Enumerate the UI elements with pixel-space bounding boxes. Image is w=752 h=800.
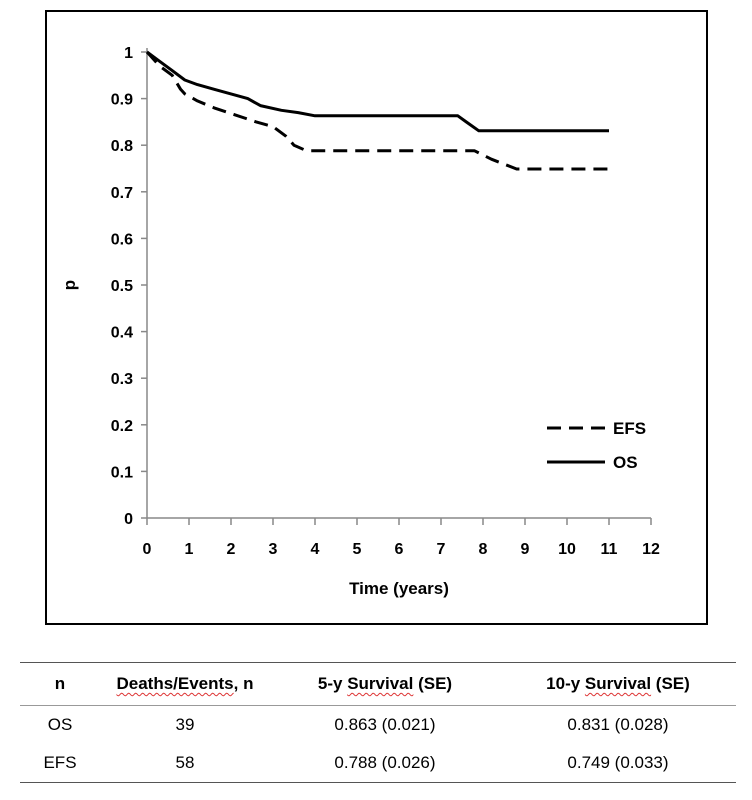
header-5y-suffix: (SE): [413, 674, 453, 693]
header-10y-suffix: (SE): [651, 674, 690, 693]
y-tick-label: 0.4: [111, 325, 133, 342]
x-tick-label: 4: [311, 541, 320, 558]
x-tick-label: 9: [521, 541, 530, 558]
x-tick-label: 1: [185, 541, 194, 558]
cell-10y-survival: 0.831 (0.028): [567, 715, 669, 734]
y-tick-label: 0.6: [111, 231, 133, 248]
x-tick-label: 11: [601, 541, 618, 558]
table-row: EFS 58 0.788 (0.026) 0.749 (0.033): [20, 744, 736, 783]
x-axis-title: Time (years): [349, 579, 449, 598]
legend-label-os: OS: [613, 453, 638, 472]
chart-frame: 0 0.1 0.2 0.3 0.4 0.5 0.6 0.7 0.8 0.9 1 0 1 2 3 4 5 6 7 8 9 1…: [45, 10, 708, 625]
y-tick-label: 0.1: [111, 464, 133, 481]
y-axis-title: p: [60, 280, 79, 290]
x-tick-label: 0: [143, 541, 152, 558]
table-row: OS 39 0.863 (0.021) 0.831 (0.028): [20, 706, 736, 745]
cell-5y-survival: 0.863 (0.021): [334, 715, 436, 734]
survival-chart: 00.10.20.30.40.50.60.70.80.910 1 2 3 4 5 6 7 8 9 1…: [60, 45, 660, 598]
y-tick-label: 0.9: [111, 92, 133, 109]
y-tick-label: 0.3: [111, 371, 133, 388]
cell-10y-survival: 0.749 (0.033): [500, 744, 736, 783]
cell-deaths-events: 58: [100, 744, 270, 783]
x-tick-label: 3: [269, 541, 278, 558]
header-10y-prefix: 10-y: [546, 674, 585, 693]
x-tick-label: 10: [558, 541, 576, 558]
header-10y-survival: 10-y Survival (SE): [500, 662, 736, 706]
header-5y-word: Survival: [347, 674, 414, 693]
header-deaths-events-main: Deaths/Events: [116, 674, 234, 693]
header-5y-survival: 5-y Survival (SE): [270, 662, 500, 706]
survival-summary-table: n Deaths/Events, n 5-y Survival (SE) 10-…: [20, 662, 736, 783]
header-deaths-events-suffix: , n: [233, 674, 254, 693]
x-tick-label: 12: [642, 541, 660, 558]
header-10y-word: Survival: [584, 674, 652, 693]
x-tick-label: 2: [227, 541, 236, 558]
y-tick-label: 0.7: [111, 185, 133, 202]
series-line-efs: [145, 50, 609, 171]
legend-label-efs: EFS: [613, 419, 646, 438]
header-5y-prefix: 5-y: [317, 674, 348, 693]
header-deaths-events: Deaths/Events, n: [100, 662, 270, 706]
y-tick-label: 0.5: [111, 278, 133, 295]
x-tick-label: 6: [395, 541, 404, 558]
series-line-os: [146, 50, 609, 133]
cell-group: OS: [47, 715, 73, 734]
y-tick-label: 0.2: [111, 418, 133, 435]
y-tick-label: 1: [124, 45, 133, 62]
x-tick-label: 7: [437, 541, 446, 558]
cell-deaths-events: 39: [175, 715, 195, 734]
x-tick-label: 8: [479, 541, 488, 558]
cell-5y-survival: 0.788 (0.026): [270, 744, 500, 783]
cell-group: EFS: [20, 744, 100, 783]
header-n: n: [20, 662, 100, 706]
y-tick-label: 0: [124, 511, 133, 528]
x-tick-label: 5: [353, 541, 362, 558]
table-header-row: n Deaths/Events, n 5-y Survival (SE) 10-…: [20, 662, 736, 706]
y-tick-label: 0.8: [111, 138, 133, 155]
